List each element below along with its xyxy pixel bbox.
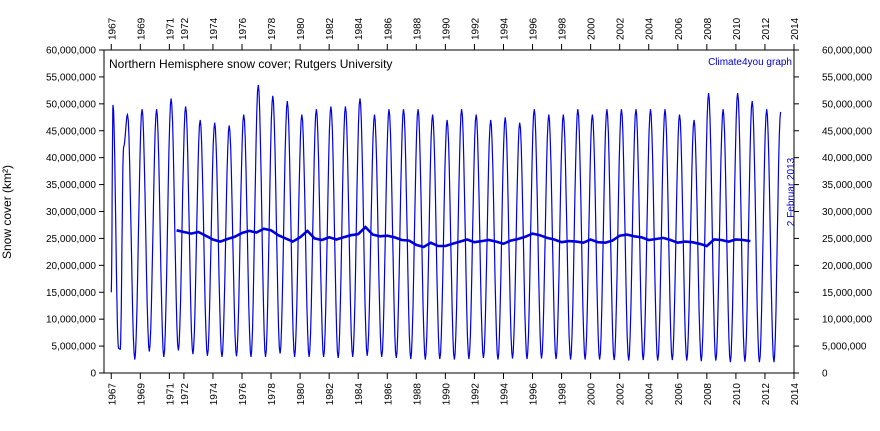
plot-frame [103,49,795,374]
x-tick-label-top: 1967 [107,17,118,40]
x-tick-label-bottom: 2004 [645,383,656,406]
y-tick-label-right: 0 [822,369,828,380]
y-tick-label-left: 20,000,000 [46,261,96,272]
x-tick-label-bottom: 1974 [209,383,220,406]
x-tick-label-bottom: 2002 [616,383,627,406]
x-tick-label-bottom: 1980 [296,383,307,406]
y-tick-label-left: 35,000,000 [46,180,96,191]
x-tick-label-top: 1994 [499,17,510,40]
y-tick-label-right: 25,000,000 [822,234,872,245]
y-tick-label-right: 5,000,000 [822,342,867,353]
y-tick-label-right: 55,000,000 [822,72,872,83]
monthly-snow-cover-line [110,84,782,363]
x-tick-label-top: 1990 [441,17,452,40]
x-tick-label-top: 1998 [558,17,569,40]
y-tick-label-right: 45,000,000 [822,126,872,137]
x-tick-label-bottom: 1978 [267,383,278,406]
x-tick-label-bottom: 2008 [703,383,714,406]
x-tick-label-bottom: 1972 [180,383,191,406]
x-tick-label-bottom: 1996 [529,383,540,406]
x-tick-label-top: 2006 [674,17,685,40]
x-tick-label-top: 1972 [180,17,191,40]
y-tick-label-right: 40,000,000 [822,153,872,164]
y-tick-label-right: 30,000,000 [822,207,872,218]
x-tick-label-bottom: 1969 [136,383,147,406]
x-tick-label-bottom: 1990 [441,383,452,406]
y-tick-label-left: 60,000,000 [46,46,96,57]
x-tick-label-top: 2000 [587,17,598,40]
y-tick-label-left: 50,000,000 [46,99,96,110]
x-tick-label-bottom: 2000 [587,383,598,406]
x-tick-label-top: 1982 [325,17,336,40]
x-tick-label-top: 1974 [209,17,220,40]
x-tick-label-bottom: 2010 [732,383,743,406]
series-group [110,84,782,363]
x-tick-label-bottom: 1998 [558,383,569,406]
x-tick-label-bottom: 1992 [470,383,481,406]
x-tick-label-bottom: 1984 [354,383,365,406]
running-mean-line [176,225,751,249]
x-tick-label-top: 1969 [136,17,147,40]
x-tick-label-bottom: 1994 [499,383,510,406]
x-tick-label-top: 1976 [238,17,249,40]
y-axis-label: Snow cover (km²) [0,165,14,259]
y-tick-label-right: 35,000,000 [822,180,872,191]
x-tick-label-top: 1986 [383,17,394,40]
axes-group: 0 0 5,000,000 5,000,000 10,000,000 10,000,000… [46,17,873,405]
x-tick-label-top: 1971 [165,17,176,40]
y-tick-label-left: 25,000,000 [46,234,96,245]
y-tick-label-left: 40,000,000 [46,153,96,164]
y-tick-label-right: 50,000,000 [822,99,872,110]
x-tick-label-top: 2008 [703,17,714,40]
y-tick-label-left: 15,000,000 [46,288,96,299]
y-tick-label-right: 15,000,000 [822,288,872,299]
x-tick-label-top: 2014 [790,17,801,40]
x-tick-label-top: 1984 [354,17,365,40]
chart-credit: Climate4you graph [708,57,792,68]
y-tick-label-right: 20,000,000 [822,261,872,272]
chart-date-note: 2 Februar 2013 [786,157,797,226]
x-tick-label-top: 1980 [296,17,307,40]
x-tick-label-bottom: 1971 [165,383,176,406]
y-tick-label-left: 0 [90,369,96,380]
x-tick-label-top: 1996 [529,17,540,40]
x-tick-label-bottom: 1988 [412,383,423,406]
y-tick-label-right: 60,000,000 [822,46,872,57]
x-tick-label-bottom: 1976 [238,383,249,406]
x-tick-label-top: 1988 [412,17,423,40]
y-tick-label-left: 5,000,000 [52,342,97,353]
x-tick-label-top: 1978 [267,17,278,40]
y-tick-label-right: 10,000,000 [822,315,872,326]
y-tick-label-left: 45,000,000 [46,126,96,137]
x-tick-label-bottom: 2012 [761,383,772,406]
x-tick-label-top: 2012 [761,17,772,40]
x-tick-label-top: 2004 [645,17,656,40]
x-tick-label-bottom: 2014 [790,383,801,406]
x-tick-label-bottom: 2006 [674,383,685,406]
x-tick-label-bottom: 1967 [107,383,118,406]
y-tick-label-left: 10,000,000 [46,315,96,326]
x-tick-label-top: 2010 [732,17,743,40]
y-tick-label-left: 30,000,000 [46,207,96,218]
y-tick-label-left: 55,000,000 [46,72,96,83]
x-tick-label-bottom: 1986 [383,383,394,406]
x-tick-label-top: 2002 [616,17,627,40]
chart-title: Northern Hemisphere snow cover; Rutgers … [109,57,392,71]
x-tick-label-bottom: 1982 [325,383,336,406]
x-tick-label-top: 1992 [470,17,481,40]
